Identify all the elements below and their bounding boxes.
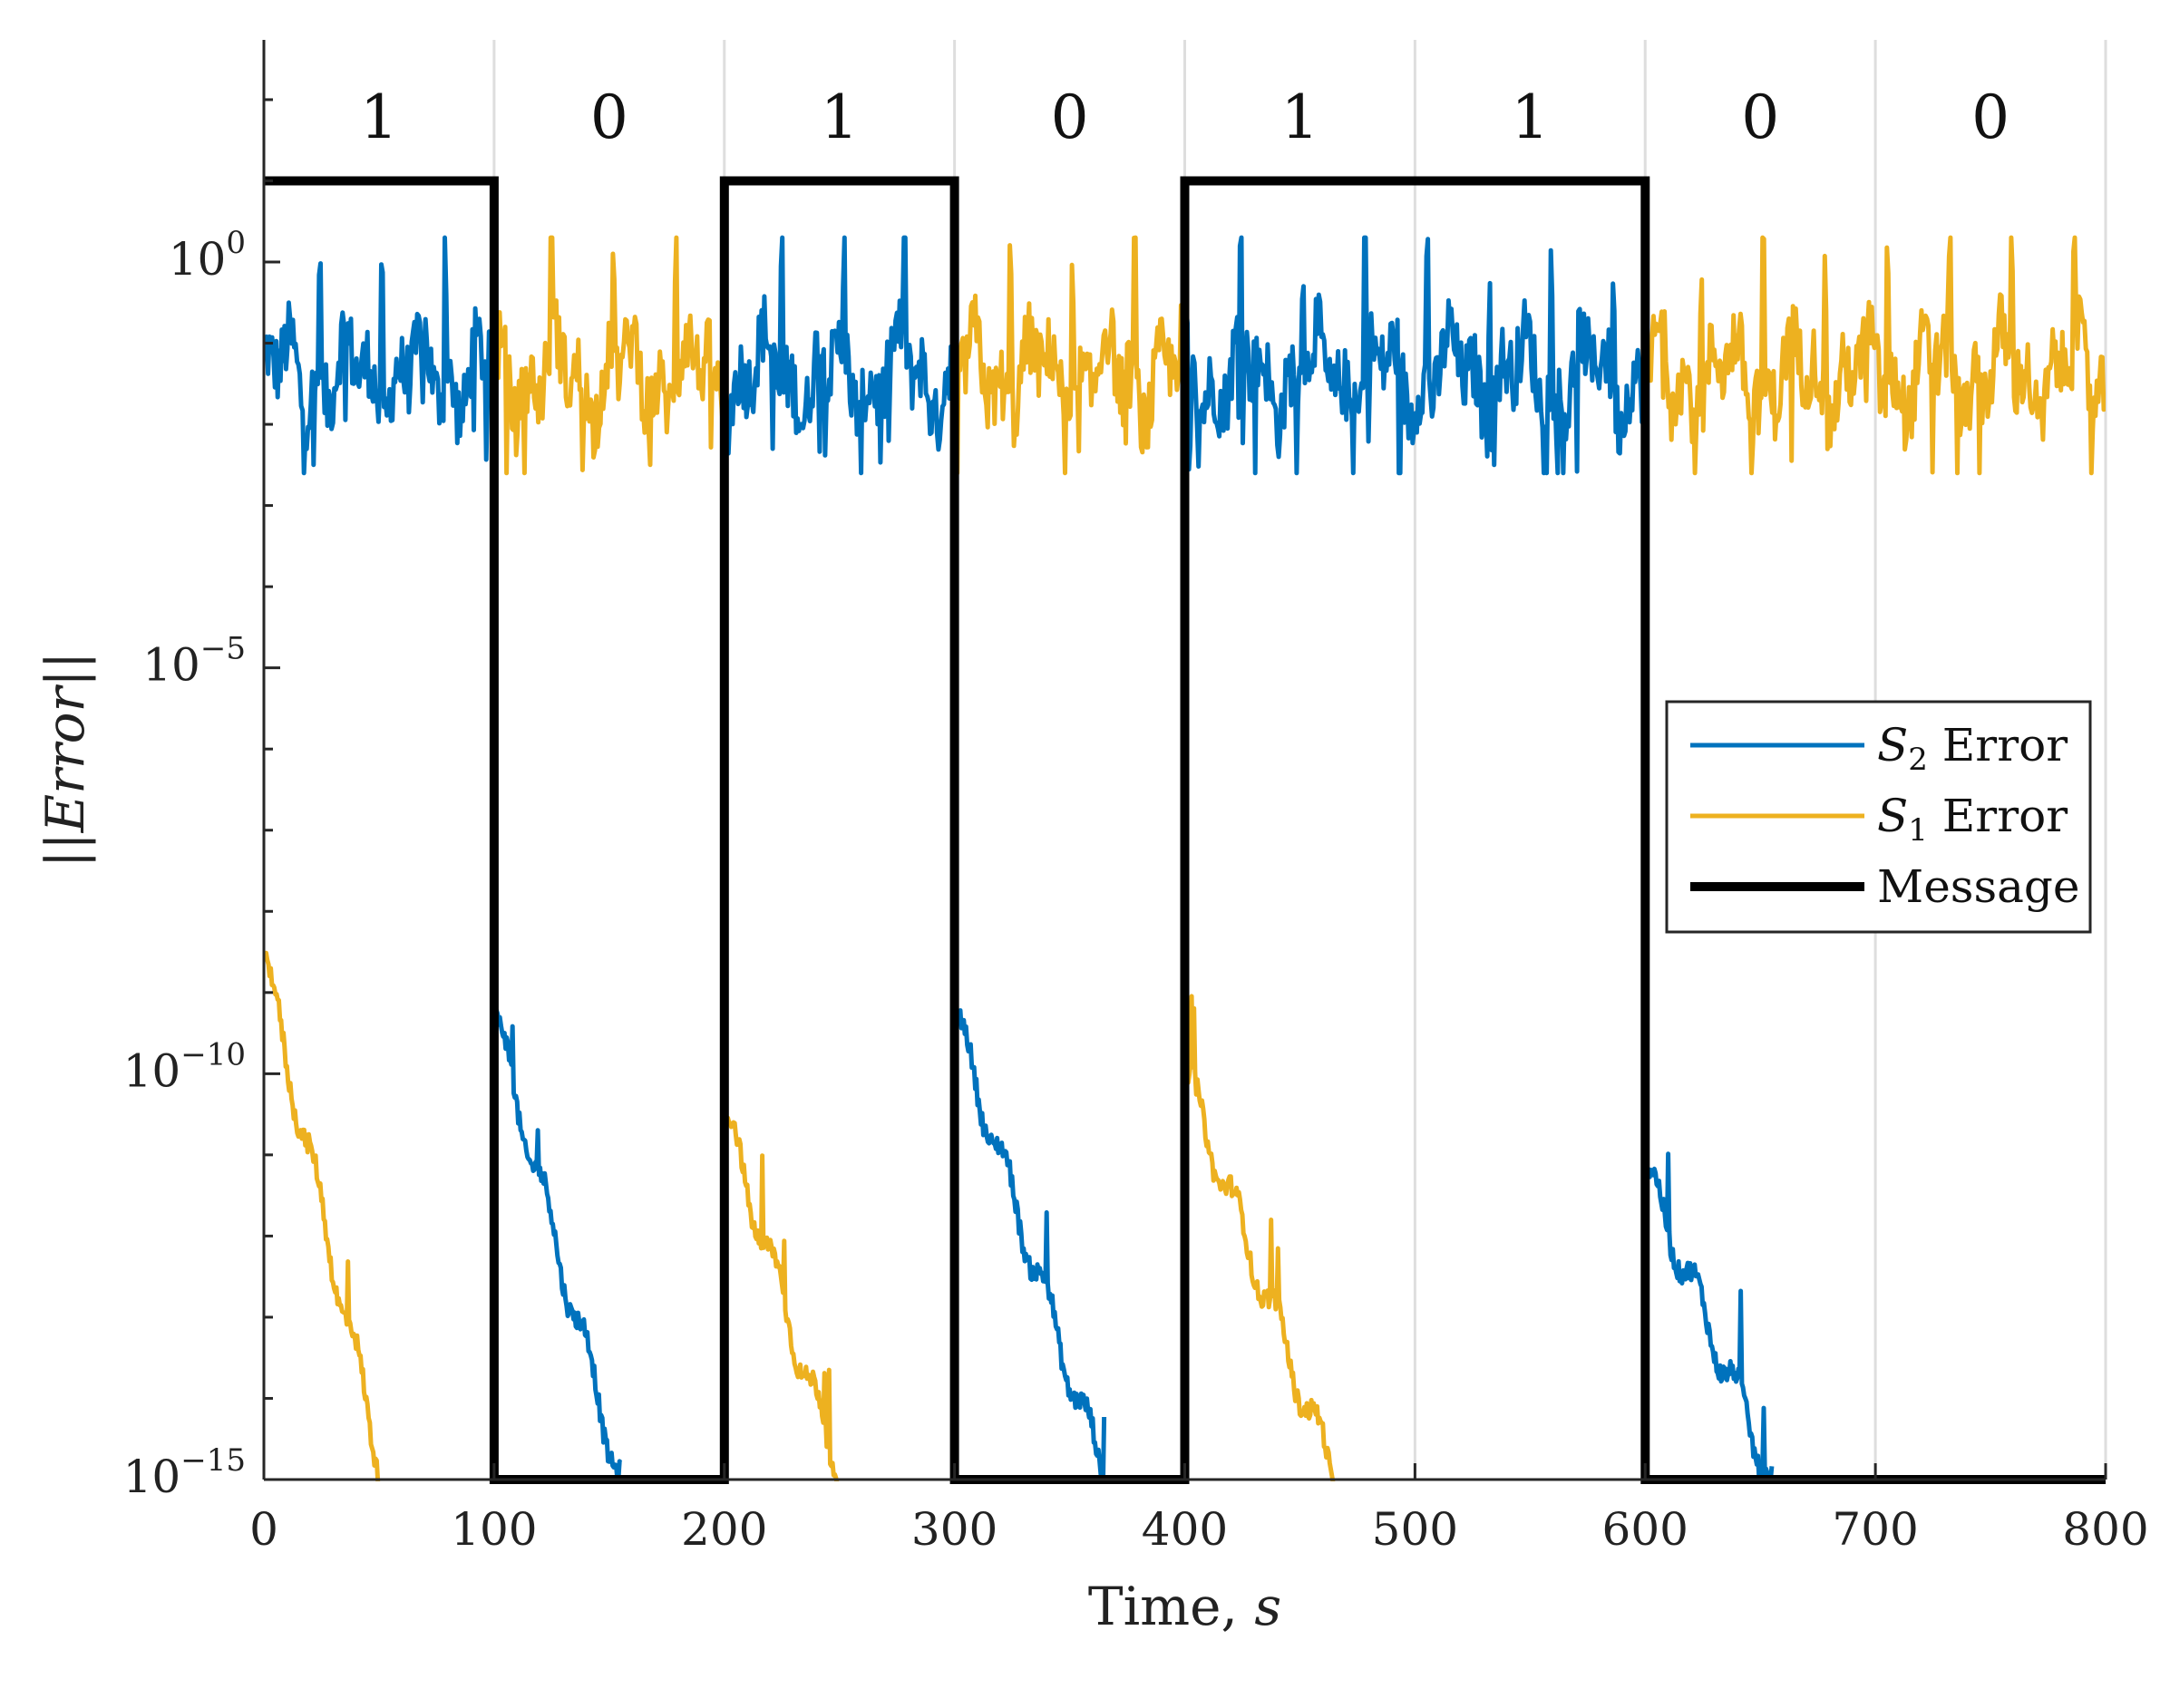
x-tick-label: 700 bbox=[1832, 1503, 1918, 1556]
y-tick-label: 100 bbox=[169, 225, 246, 286]
bit-label: 1 bbox=[1511, 82, 1549, 152]
y-tick-base: 10 bbox=[123, 1044, 181, 1097]
legend-suffix: Error bbox=[1928, 790, 2068, 842]
legend-entry-1: S2 Error bbox=[1877, 719, 2068, 778]
x-axis-title: Time, s bbox=[1088, 1576, 1281, 1637]
s1-error-decay-line-1 bbox=[264, 950, 384, 1481]
bit-label: 0 bbox=[1971, 82, 2009, 152]
s1-error-chaotic-line-3 bbox=[1642, 235, 2106, 476]
legend-entry-3: Message bbox=[1877, 860, 2080, 913]
y-tick-base: 10 bbox=[123, 1451, 181, 1503]
axes bbox=[262, 40, 2107, 1481]
s1-error-chaotic-line-1 bbox=[491, 235, 726, 476]
y-tick-label: 10−10 bbox=[123, 1036, 246, 1097]
bit-label: 1 bbox=[1280, 82, 1319, 152]
y-axis-title: ||Error|| bbox=[34, 652, 96, 869]
y-tick-exponent: 0 bbox=[226, 225, 246, 261]
s2-error-decay-line-3 bbox=[1643, 1151, 1775, 1481]
legend-subscript: 2 bbox=[1908, 742, 1928, 778]
legend-symbol: S bbox=[1877, 790, 1908, 842]
y-tick-base: 10 bbox=[169, 233, 227, 286]
x-tick-label: 600 bbox=[1602, 1503, 1688, 1556]
x-tick-label: 0 bbox=[249, 1503, 278, 1556]
x-tick-label: 400 bbox=[1142, 1503, 1228, 1556]
plot-area bbox=[264, 235, 2106, 1481]
x-axis-title-variable: s bbox=[1254, 1576, 1281, 1637]
y-tick-label: 10−5 bbox=[142, 631, 246, 692]
legend-subscript: 1 bbox=[1908, 812, 1928, 849]
bit-label: 0 bbox=[1051, 82, 1089, 152]
s2-error-decay-line-1 bbox=[491, 1007, 623, 1480]
x-tick-label: 100 bbox=[451, 1503, 537, 1556]
bit-label: 1 bbox=[360, 82, 398, 152]
y-tick-label: 10−15 bbox=[123, 1442, 246, 1503]
x-tick-label: 200 bbox=[681, 1503, 767, 1556]
legend-entry-2: S1 Error bbox=[1877, 790, 2068, 849]
bit-label: 0 bbox=[590, 82, 628, 152]
labels: 0 100 200 300 400 500 600 700 80010010−510−1010−… bbox=[34, 82, 2149, 1637]
y-tick-base: 10 bbox=[142, 639, 200, 692]
x-tick-label: 800 bbox=[2062, 1503, 2148, 1556]
legend-suffix: Error bbox=[1928, 719, 2068, 772]
x-tick-label: 300 bbox=[911, 1503, 997, 1556]
s1-error-decay-line-3 bbox=[1182, 994, 1336, 1481]
s2-error-chaotic-line-2 bbox=[722, 235, 957, 476]
bit-label: 1 bbox=[821, 82, 859, 152]
x-tick-label: 500 bbox=[1372, 1503, 1458, 1556]
x-axis-title-text: Time, bbox=[1088, 1576, 1254, 1637]
legend-symbol: S bbox=[1877, 719, 1908, 772]
s2-error-decay-line-2 bbox=[952, 1008, 1107, 1481]
y-tick-exponent: −15 bbox=[180, 1442, 246, 1479]
s1-error-decay-line-2 bbox=[722, 1105, 840, 1481]
s2-error-chaotic-line-1 bbox=[264, 235, 496, 476]
y-tick-exponent: −10 bbox=[180, 1036, 246, 1072]
s2-error-chaotic-line-3 bbox=[1182, 235, 1648, 476]
s1-error-chaotic-line-2 bbox=[952, 235, 1186, 476]
y-tick-exponent: −5 bbox=[200, 631, 246, 667]
bit-label: 0 bbox=[1741, 82, 1779, 152]
